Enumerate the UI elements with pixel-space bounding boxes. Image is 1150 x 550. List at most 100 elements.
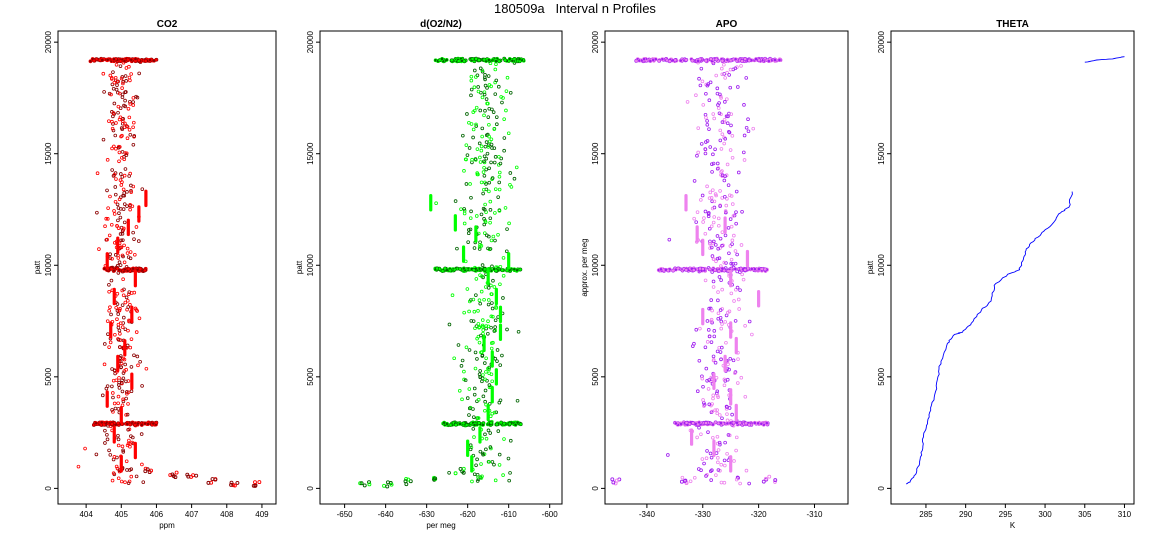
data-point: [479, 180, 484, 185]
data-point: [110, 384, 114, 389]
data-point: [481, 452, 485, 457]
data-point: [717, 275, 722, 279]
data-point: [467, 387, 472, 391]
data-point: [697, 359, 702, 363]
data-point: [108, 252, 112, 256]
x-tick-label: 300: [1038, 510, 1052, 519]
data-point: [123, 362, 127, 367]
data-point: [119, 238, 124, 243]
panel-4: THETA 285 290 295 300 305 310 0 5000 10000 15000 20…: [866, 19, 1135, 530]
data-point: [497, 209, 502, 213]
band-point: [494, 59, 498, 64]
data-point: [716, 456, 720, 460]
data-point: [460, 358, 465, 363]
data-point: [718, 189, 722, 193]
band-point: [138, 266, 143, 271]
data-point: [477, 372, 482, 377]
band-point: [728, 421, 733, 426]
series-line-profile: [905, 191, 1073, 485]
data-point: [473, 326, 477, 331]
band-point: [118, 59, 123, 64]
tail-point: [461, 466, 466, 471]
band-point: [477, 58, 482, 62]
data-point: [477, 298, 482, 303]
data-point: [128, 78, 132, 83]
data-point: [466, 231, 471, 236]
data-point: [434, 201, 438, 205]
data-point: [723, 233, 728, 238]
data-point: [468, 182, 472, 186]
data-point: [116, 394, 121, 399]
data-point: [716, 448, 721, 452]
data-point: [481, 170, 486, 174]
data-point: [708, 246, 712, 250]
data-point: [141, 480, 146, 484]
data-point: [720, 243, 724, 248]
data-point: [111, 114, 115, 119]
data-point: [706, 214, 711, 219]
data-point: [114, 464, 119, 469]
data-point: [739, 243, 744, 247]
data-point: [103, 441, 107, 445]
tail-point: [367, 480, 371, 485]
data-point: [473, 157, 478, 161]
data-point: [101, 137, 106, 142]
data-point: [719, 278, 723, 282]
data-point: [472, 392, 477, 397]
data-point: [716, 290, 720, 294]
data-point: [469, 74, 474, 79]
data-point: [506, 456, 511, 461]
data-point: [131, 142, 136, 147]
data-point: [707, 226, 712, 231]
data-point: [127, 127, 132, 132]
band-point: [143, 421, 148, 426]
data-point: [456, 343, 461, 347]
band-point: [763, 267, 768, 272]
x-tick-label: -340: [639, 510, 656, 519]
data-point: [720, 230, 725, 234]
data-point: [719, 326, 724, 331]
data-point: [487, 460, 491, 464]
data-point: [747, 481, 751, 486]
data-point: [121, 117, 125, 121]
data-point: [471, 110, 476, 114]
data-point: [478, 301, 483, 306]
data-point: [706, 430, 710, 434]
data-point: [706, 82, 711, 86]
data-point: [691, 344, 695, 348]
data-point: [489, 142, 494, 147]
data-point: [717, 256, 722, 260]
data-point: [702, 216, 706, 220]
data-point: [489, 341, 494, 345]
data-point: [116, 437, 121, 442]
data-point: [720, 345, 724, 350]
data-point: [463, 378, 468, 383]
data-point: [497, 187, 502, 192]
tail-point: [614, 478, 619, 483]
data-point: [715, 256, 720, 261]
data-point: [725, 97, 729, 101]
data-point: [453, 199, 458, 203]
data-point: [471, 127, 476, 132]
tail-point: [385, 484, 390, 489]
data-point: [121, 399, 126, 404]
data-point: [108, 305, 112, 309]
data-point: [715, 161, 720, 166]
data-point: [118, 321, 123, 325]
data-point: [711, 436, 715, 440]
band-point: [92, 58, 96, 63]
data-point: [121, 371, 126, 375]
band-point: [143, 59, 148, 63]
data-point: [124, 459, 129, 464]
data-point: [116, 443, 121, 448]
data-point: [716, 246, 720, 251]
data-point: [724, 407, 729, 411]
data-point: [116, 226, 121, 230]
data-point: [110, 126, 115, 131]
data-point: [112, 80, 117, 85]
band-point: [102, 266, 107, 271]
data-point: [486, 74, 491, 78]
tail-point: [213, 477, 218, 482]
data-point: [502, 117, 506, 121]
data-point: [123, 74, 128, 78]
